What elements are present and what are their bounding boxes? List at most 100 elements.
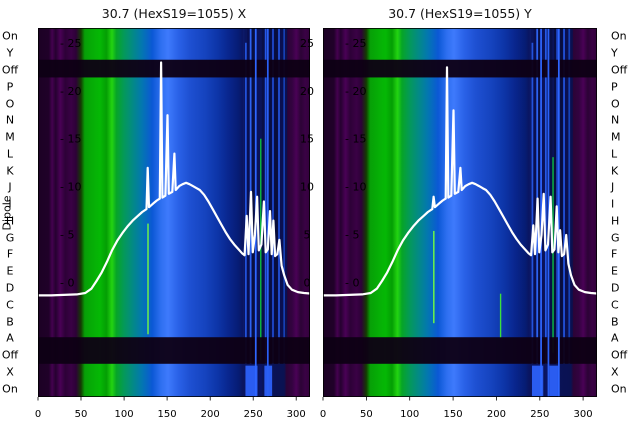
row-label-left: H xyxy=(5,214,15,228)
x-tick-label: 100 xyxy=(115,409,134,420)
x-tick-label: 300 xyxy=(574,409,593,420)
heatmap-stripe xyxy=(257,28,260,364)
row-label-right: E xyxy=(611,264,618,278)
y-tick-label-right: 5 xyxy=(304,229,311,242)
row-label-left: F xyxy=(6,247,14,261)
x-tick-label: 150 xyxy=(444,409,463,420)
x-tick-label: 0 xyxy=(320,409,326,420)
heatmap-stripe xyxy=(261,28,265,364)
row-label-left: O xyxy=(5,97,15,110)
row-label-left: C xyxy=(6,298,14,312)
row-label-left: G xyxy=(5,231,15,245)
row-label-left: K xyxy=(6,164,14,178)
x-tick-label: 50 xyxy=(75,409,88,420)
axes-frame xyxy=(323,28,597,397)
row-label-left: P xyxy=(6,80,14,94)
profile-line xyxy=(36,61,312,297)
row-label-right: K xyxy=(611,164,619,178)
heatmap-stripe xyxy=(529,28,532,364)
row-label-left: Y xyxy=(6,46,14,60)
heatmap-stripe xyxy=(549,365,558,397)
row-label-left: On xyxy=(2,29,18,43)
x-tick-label: 200 xyxy=(487,409,506,420)
y-tick-label-right: 20 xyxy=(300,85,314,98)
x-tick-label: 200 xyxy=(201,409,220,420)
row-label-right: H xyxy=(611,214,620,228)
heatmap-stripe xyxy=(560,28,563,364)
y-tick-label: - 20 xyxy=(60,85,81,98)
heatmap-stripe xyxy=(556,28,558,364)
heatmap-stripe xyxy=(533,28,537,364)
panel-title-x: 30.7 (HexS19=1055) X xyxy=(101,6,247,21)
y-tick-label: - 0 xyxy=(60,276,74,289)
heatmap-stripe-full xyxy=(557,28,560,397)
y-tick-label: - 5 xyxy=(345,229,359,242)
row-label-right: F xyxy=(611,247,618,261)
heatmap-stripe xyxy=(565,28,568,364)
row-label-right: G xyxy=(611,231,620,245)
heatmap-panel-x: - 25- 20- 15- 10- 5- 0 25 20 15 10 5 0 0 50 100 15… xyxy=(35,28,314,420)
row-label-left: J xyxy=(8,180,12,194)
heatmap-stripe xyxy=(251,28,255,364)
y-tick-label-right: 25 xyxy=(300,37,314,50)
x-tick-label: 250 xyxy=(530,409,549,420)
row-label-left: I xyxy=(8,197,12,211)
heatmap-stripe xyxy=(544,28,547,364)
heatmap-stripe-full xyxy=(540,28,542,397)
y-tick-label: - 25 xyxy=(345,37,366,50)
heatmap-plot: - 25 - 20 - 15 - 10 - 5 - 0 0 50 100 150 200 250 300 xyxy=(320,28,599,420)
y-tick-label-right: 15 xyxy=(300,133,314,146)
heatmap-stripe xyxy=(269,28,272,364)
row-label-left: M xyxy=(5,130,15,144)
panel-title-y: 30.7 (HexS19=1055) Y xyxy=(388,6,532,21)
row-label-left: D xyxy=(5,281,15,295)
dark-row-band xyxy=(323,337,597,364)
y-tick-label: - 10 xyxy=(345,181,366,194)
row-label-right: Off xyxy=(611,63,628,77)
x-tick-label: 100 xyxy=(400,409,419,420)
row-label-left: X xyxy=(6,365,14,379)
heatmap-stripe xyxy=(544,365,548,397)
row-label-right: C xyxy=(611,298,619,312)
row-label-left: Off xyxy=(1,63,19,77)
y-tick-label: - 20 xyxy=(345,85,366,98)
row-label-right: O xyxy=(611,97,620,110)
heatmap-stripe xyxy=(260,138,262,361)
y-tick-label: - 5 xyxy=(60,229,74,242)
axes-frame xyxy=(38,28,310,397)
heatmap-stripe-full xyxy=(266,28,269,397)
heatmap-stripe xyxy=(259,365,262,397)
x-tick-label: 300 xyxy=(287,409,306,420)
heatmap-stripe xyxy=(552,157,554,353)
y-tick-label-right: 10 xyxy=(300,181,314,194)
heatmap-stripe-full xyxy=(547,28,550,397)
heatmap-stripe xyxy=(554,28,557,364)
heatmap-stripe xyxy=(433,230,435,324)
heatmap-stripe xyxy=(538,28,541,364)
heatmap-stripe xyxy=(536,28,539,364)
row-label-right: L xyxy=(611,147,618,161)
row-label-right: Y xyxy=(611,46,618,60)
heatmap-stripe xyxy=(245,365,258,397)
y-tick-label: - 15 xyxy=(60,133,81,146)
heatmap-stripe xyxy=(499,293,502,338)
dark-row-band xyxy=(323,59,597,78)
row-label-left: B xyxy=(6,315,14,328)
row-label-right: On xyxy=(611,29,627,43)
row-label-right: Off xyxy=(611,348,628,362)
row-label-right: J xyxy=(611,180,615,194)
row-label-right: B xyxy=(611,315,619,328)
heatmap-stripe xyxy=(563,28,565,364)
row-label-left: A xyxy=(6,331,14,345)
row-label-right: P xyxy=(611,80,618,94)
y-tick-label-right: 0 xyxy=(304,276,311,289)
row-label-left: Off xyxy=(1,348,19,362)
row-label-left: E xyxy=(6,264,14,278)
heatmap-stripe xyxy=(247,28,250,364)
y-tick-label: - 10 xyxy=(60,181,81,194)
heatmap-stripe xyxy=(264,28,267,364)
x-tick-label: 250 xyxy=(244,409,263,420)
row-label-right: X xyxy=(611,365,619,379)
heatmap-stripe xyxy=(274,28,278,364)
